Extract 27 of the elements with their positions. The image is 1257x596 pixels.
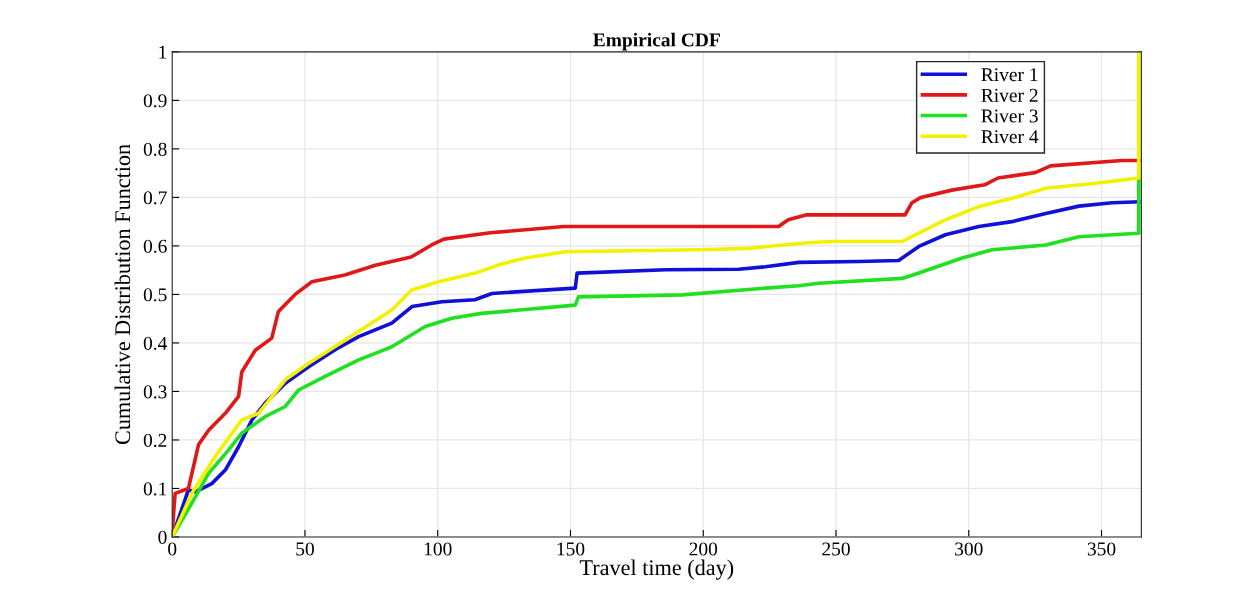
y-tick-label: 0.4 bbox=[143, 336, 168, 350]
chart-title: Empirical CDF bbox=[593, 32, 720, 51]
x-tick-label: 350 bbox=[1087, 542, 1116, 556]
y-tick-label: 0.3 bbox=[143, 385, 167, 399]
legend-label: River 4 bbox=[981, 130, 1039, 144]
x-axis-title: Travel time (day) bbox=[579, 559, 734, 580]
x-tick-label: 100 bbox=[424, 542, 452, 556]
y-axis-title: Cumulative Distribution Function bbox=[114, 144, 131, 445]
y-tick-label: 0 bbox=[158, 530, 167, 544]
y-tick-label: 0.8 bbox=[143, 142, 167, 156]
x-tick-label: 300 bbox=[955, 542, 983, 556]
legend-label: River 1 bbox=[981, 68, 1038, 82]
x-tick-label: 50 bbox=[296, 542, 314, 556]
y-tick-label: 1 bbox=[159, 45, 167, 59]
x-tick-label: 250 bbox=[822, 542, 850, 556]
y-tick-label: 0.5 bbox=[143, 288, 167, 302]
line-series bbox=[172, 51, 1141, 537]
y-tick-label: 0.2 bbox=[143, 433, 167, 447]
y-tick-label: 0.1 bbox=[143, 482, 167, 496]
legend-label: River 3 bbox=[981, 109, 1038, 123]
x-tick-label: 0 bbox=[168, 542, 177, 556]
x-tick-label: 200 bbox=[689, 542, 718, 556]
legend-label: River 2 bbox=[981, 88, 1038, 102]
y-tick-label: 0.7 bbox=[143, 191, 167, 205]
y-tick-label: 0.9 bbox=[143, 94, 167, 108]
x-tick-label: 150 bbox=[557, 542, 585, 556]
y-tick-label: 0.6 bbox=[143, 239, 167, 253]
